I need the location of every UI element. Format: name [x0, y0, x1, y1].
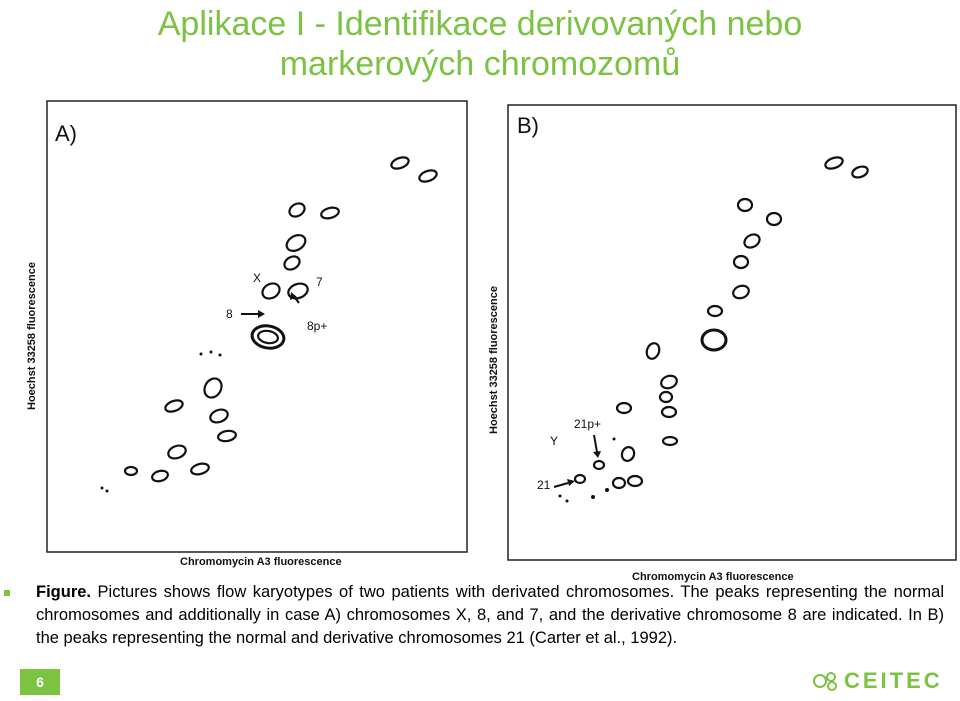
slide-title: Aplikace I - Identifikace derivovaných n…	[0, 4, 960, 84]
panel-a-label: A)	[55, 121, 77, 146]
slide-title-line2: markerových chromozomů	[279, 45, 681, 83]
caption-text: Pictures shows flow karyotypes of two pa…	[36, 583, 944, 647]
annotation-y: Y	[550, 434, 558, 448]
annotation-8p-plus: 8p+	[307, 319, 327, 333]
ceitec-logo-icon	[813, 672, 837, 691]
bullet-icon	[4, 590, 10, 596]
annotation-7: 7	[316, 275, 323, 289]
slide-title-line1: Aplikace I - Identifikace derivovaných n…	[157, 5, 803, 43]
y-axis-label-b: Hoechst 33258 fluorescence	[488, 286, 500, 434]
annotation-x: X	[253, 271, 261, 285]
annotation-8: 8	[226, 307, 233, 321]
caption-bold: Figure.	[36, 583, 92, 601]
figure-caption: Figure. Pictures shows flow karyotypes o…	[36, 581, 944, 650]
panel-b-label: B)	[517, 113, 539, 138]
ceitec-logo: CEITEC	[810, 668, 940, 699]
x-axis-label-b: Chromomycin A3 fluorescence	[632, 571, 794, 583]
page-number: 6	[20, 669, 60, 695]
y-axis-label-a: Hoechst 33258 fluorescence	[26, 262, 38, 410]
annotation-21p-plus: 21p+	[574, 417, 601, 431]
x-axis-label-a: Chromomycin A3 fluorescence	[180, 556, 342, 568]
logo-text: CEITEC	[844, 668, 943, 693]
annotation-21: 21	[537, 478, 551, 492]
